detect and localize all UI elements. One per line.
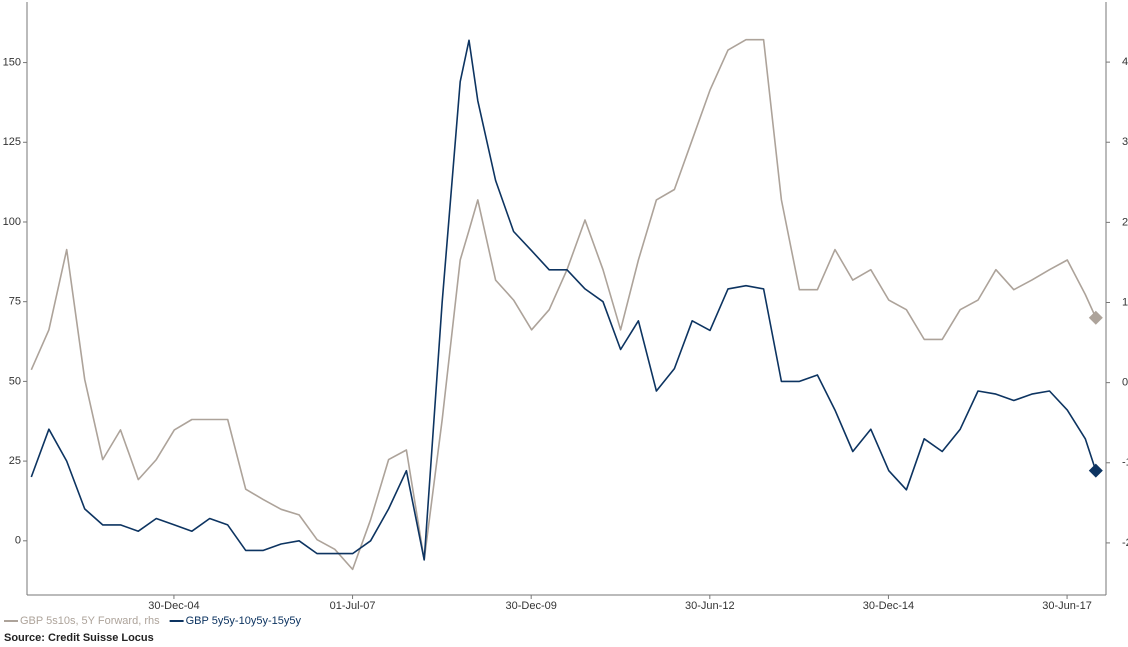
x-tick-label: 01-Jul-07 bbox=[330, 600, 376, 612]
y2-tick-label: 20 bbox=[1122, 216, 1128, 228]
y2-tick-label: 40 bbox=[1122, 56, 1128, 68]
y2-tick-label: 30 bbox=[1122, 136, 1128, 148]
x-tick-label: 30-Jun-12 bbox=[685, 600, 735, 612]
y-tick-label: 50 bbox=[9, 375, 21, 387]
end-marker bbox=[1088, 463, 1103, 478]
legend-label: GBP 5y5y-10y5y-15y5y bbox=[186, 615, 302, 627]
series-line bbox=[30, 39, 1097, 561]
end-marker bbox=[1088, 310, 1103, 325]
y2-tick-label: 0 bbox=[1122, 377, 1128, 389]
y-tick-label: 75 bbox=[9, 296, 21, 308]
y2-tick-label: -10 bbox=[1122, 457, 1128, 469]
y-tick-label: 25 bbox=[9, 455, 21, 467]
source: Source: Credit Suisse Locus bbox=[4, 632, 154, 644]
x-tick-label: 30-Dec-04 bbox=[148, 600, 199, 612]
y-tick-label: 125 bbox=[3, 136, 21, 148]
y-tick-label: 100 bbox=[3, 216, 21, 228]
y-tick-label: 150 bbox=[3, 56, 21, 68]
x-tick-label: 30-Dec-09 bbox=[506, 600, 557, 612]
y2-tick-label: 10 bbox=[1122, 296, 1128, 308]
y2-tick-label: -20 bbox=[1122, 537, 1128, 549]
x-tick-label: 30-Jun-17 bbox=[1042, 600, 1092, 612]
legend-label: GBP 5s10s, 5Y Forward, rhs bbox=[20, 615, 160, 627]
series-line bbox=[30, 38, 1097, 571]
y-tick-label: 0 bbox=[15, 535, 21, 547]
x-tick-label: 30-Dec-14 bbox=[863, 600, 914, 612]
